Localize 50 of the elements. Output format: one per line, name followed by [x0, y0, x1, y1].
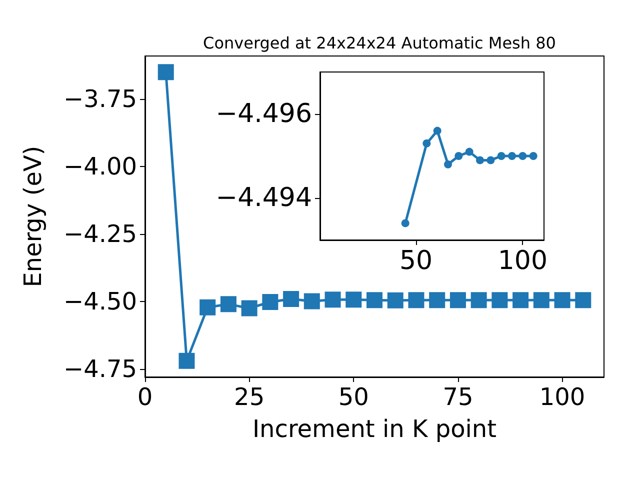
- chart-title: Converged at 24x24x24 Automatic Mesh 80: [203, 34, 556, 52]
- point: [220, 296, 236, 312]
- point: [470, 292, 487, 308]
- point: [422, 139, 431, 148]
- point: [492, 292, 508, 308]
- point: [200, 299, 216, 316]
- point: [178, 352, 195, 369]
- point: [497, 152, 506, 160]
- point: [444, 160, 452, 168]
- y-tick-label: −4.25: [63, 220, 137, 248]
- y-tick-label: −3.75: [63, 85, 137, 114]
- point: [518, 152, 527, 160]
- point: [575, 292, 592, 308]
- point: [241, 300, 258, 316]
- y-tick-label: −4.494: [216, 183, 312, 213]
- x-tick-label: 75: [442, 383, 474, 411]
- point: [283, 291, 300, 308]
- y-tick-label: −4.75: [63, 354, 137, 383]
- point: [366, 292, 382, 308]
- x-tick-label: 50: [399, 246, 433, 276]
- point: [454, 152, 463, 160]
- point: [554, 292, 570, 308]
- point: [450, 292, 466, 308]
- x-tick-label: 25: [234, 383, 265, 411]
- point: [262, 294, 278, 310]
- point: [508, 152, 516, 160]
- x-axis-title: Increment in K point: [252, 415, 497, 443]
- y-tick-label: −4.50: [63, 287, 137, 316]
- x-tick-label: 0: [137, 383, 153, 411]
- x-tick-label: 50: [338, 383, 369, 411]
- x-tick-label: 100: [539, 383, 586, 411]
- point: [429, 292, 446, 308]
- point: [304, 293, 320, 310]
- point: [408, 292, 424, 308]
- point: [465, 148, 474, 156]
- x-tick-label: 100: [498, 246, 548, 276]
- point: [387, 292, 404, 308]
- point: [324, 292, 341, 308]
- point: [158, 64, 174, 80]
- point: [486, 156, 495, 164]
- point: [433, 126, 442, 135]
- point: [401, 219, 410, 228]
- y-tick-label: −4.496: [216, 99, 312, 129]
- y-tick-label: −4.00: [63, 152, 137, 181]
- y-axis-title: Energy (eV): [19, 146, 47, 288]
- point: [529, 152, 538, 160]
- point: [346, 292, 362, 308]
- point: [533, 292, 550, 308]
- point: [512, 292, 529, 308]
- point: [476, 156, 484, 164]
